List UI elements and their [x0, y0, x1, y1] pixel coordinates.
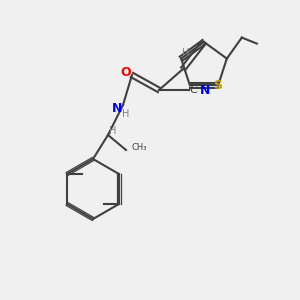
Text: H: H [122, 109, 130, 119]
Text: H: H [182, 47, 190, 58]
Text: CH₃: CH₃ [132, 143, 148, 152]
Text: H: H [110, 125, 117, 136]
Text: S: S [214, 79, 223, 92]
Text: O: O [121, 65, 131, 79]
Text: N: N [112, 101, 122, 115]
Text: N: N [200, 83, 211, 97]
Text: C: C [190, 85, 197, 95]
